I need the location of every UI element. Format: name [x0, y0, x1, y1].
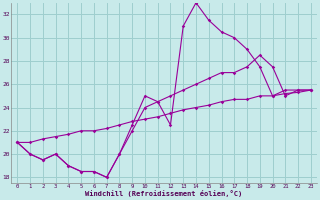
X-axis label: Windchill (Refroidissement éolien,°C): Windchill (Refroidissement éolien,°C) [85, 190, 243, 197]
